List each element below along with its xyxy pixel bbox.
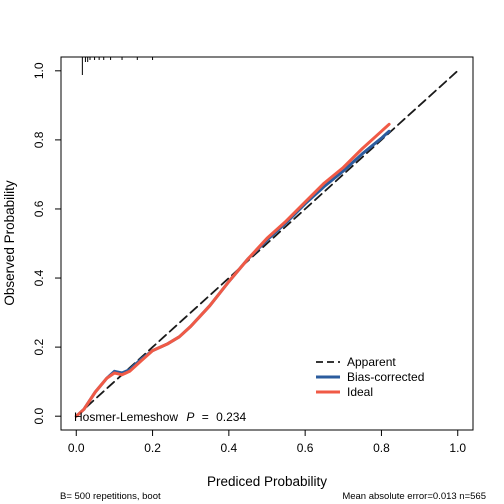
- series-line-ideal: [74, 122, 391, 418]
- legend-label: Ideal: [347, 385, 373, 399]
- footer-left: B= 500 repetitions, boot: [60, 491, 161, 502]
- legend-label: Bias-corrected: [347, 370, 424, 384]
- y-tick-label: 1.0: [32, 62, 46, 79]
- hosmer-lemeshow-annotation: Hosmer-Lemeshow P = 0.234: [74, 410, 246, 424]
- y-tick-label: 0.4: [32, 269, 46, 286]
- x-tick-label: 0.2: [144, 441, 161, 455]
- x-axis-title: Prediced Probability: [207, 474, 327, 489]
- y-tick-label: 0.8: [32, 131, 46, 148]
- y-tick-label: 0.2: [32, 338, 46, 355]
- x-tick-label: 0.4: [221, 441, 238, 455]
- series-lines: [74, 69, 459, 418]
- annotation-equals: =: [202, 410, 209, 424]
- annotation-stat: P: [186, 410, 194, 424]
- y-tick-label: 0.0: [32, 408, 46, 425]
- x-axis: 0.0 0.2 0.4 0.6 0.8 1.0: [68, 429, 466, 455]
- x-tick-label: 0.8: [373, 441, 390, 455]
- footer-right: Mean absolute error=0.013 n=565: [342, 491, 486, 502]
- x-tick-label: 0.0: [68, 441, 85, 455]
- x-tick-label: 1.0: [449, 441, 466, 455]
- y-axis: 0.0 0.2 0.4 0.6 0.8 1.0: [32, 62, 62, 425]
- x-tick-label: 0.6: [297, 441, 314, 455]
- legend-label: Apparent: [347, 355, 396, 369]
- y-axis-title: Observed Probability: [2, 180, 17, 306]
- annotation-prefix: Hosmer-Lemeshow: [74, 410, 178, 424]
- annotation-value: 0.234: [216, 410, 246, 424]
- y-tick-label: 0.6: [32, 200, 46, 217]
